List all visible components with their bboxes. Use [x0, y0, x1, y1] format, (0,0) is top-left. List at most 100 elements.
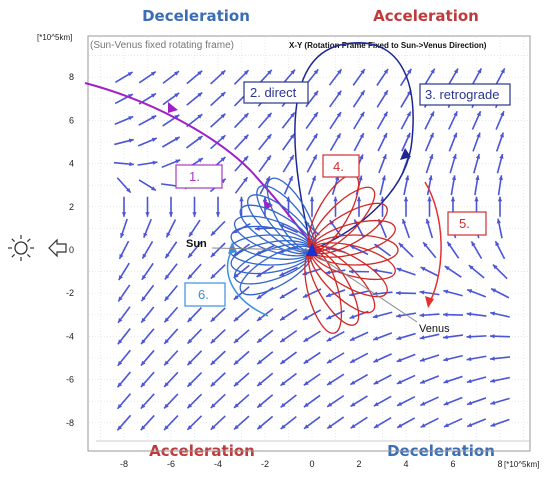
field-arrowhead	[220, 113, 226, 119]
field-arrowhead	[420, 401, 426, 406]
field-arrowhead	[453, 68, 458, 74]
label-box-5-text: 5.	[459, 216, 470, 231]
y-tick-label: -2	[66, 288, 74, 298]
venus-label: Venus	[419, 323, 450, 335]
field-arrowhead	[382, 133, 387, 139]
field-arrowhead	[256, 272, 262, 277]
field-arrowhead	[118, 275, 123, 281]
field-arrowhead	[126, 187, 131, 193]
field-arrowhead	[164, 382, 169, 387]
field-arrowhead	[174, 136, 180, 142]
venus-pointer-line	[311, 251, 418, 323]
field-arrowhead	[383, 68, 389, 74]
field-arrowhead	[188, 252, 193, 258]
field-arrowhead	[117, 339, 123, 345]
field-arrowhead	[312, 154, 317, 160]
field-arrowhead	[403, 196, 409, 202]
field-arrowhead	[141, 339, 146, 345]
field-arrowhead	[210, 252, 216, 257]
x-axis-unit: [*10^5km]	[504, 460, 539, 469]
y-tick-label: -8	[66, 418, 74, 428]
field-arrowhead	[373, 402, 379, 407]
field-arrowhead	[192, 212, 197, 217]
left-arrow-icon	[48, 238, 67, 258]
field-arrowhead	[360, 69, 365, 74]
y-tick-label: 6	[69, 115, 74, 125]
field-arrowhead	[257, 359, 263, 365]
field-arrowhead	[500, 111, 505, 117]
field-arrowhead	[118, 296, 123, 302]
y-axis-unit: [*10^5km]	[37, 33, 72, 42]
label-box-3: 3. retrograde	[419, 83, 511, 106]
header-acceleration-top: Acceleration	[373, 7, 479, 25]
field-arrowhead	[280, 316, 286, 321]
field-arrowhead	[397, 401, 403, 406]
field-arrowhead	[313, 112, 318, 118]
field-arrowhead	[443, 423, 449, 428]
curve-arrow-6	[226, 249, 269, 317]
field-arrowhead	[211, 230, 216, 236]
field-arrowhead	[164, 296, 170, 301]
field-arrowhead	[406, 111, 411, 117]
field-arrowhead	[280, 381, 286, 386]
label-box-4-text: 4.	[333, 159, 344, 174]
field-arrowhead	[350, 380, 356, 385]
x-tick-label: 8	[497, 459, 502, 469]
field-arrowhead	[313, 90, 319, 96]
field-arrowhead	[234, 424, 239, 430]
field-arrowhead	[383, 90, 388, 96]
field-arrowhead	[128, 138, 134, 143]
field-arrowhead	[120, 232, 125, 238]
field-arrowhead	[151, 186, 156, 191]
field-arrowhead	[349, 336, 355, 341]
field-arrowhead	[396, 335, 402, 341]
field-arrowhead	[289, 155, 294, 161]
field-arrowhead	[337, 69, 342, 75]
field-arrowhead	[188, 231, 194, 237]
field-arrowhead	[243, 70, 249, 75]
sun-pointer-line	[211, 247, 311, 251]
label-box-4: 4.	[322, 154, 360, 178]
field-arrowhead	[350, 245, 356, 250]
field-arrowhead	[233, 338, 239, 343]
field-arrowhead	[477, 68, 482, 74]
field-arrowhead	[336, 133, 341, 139]
field-arrowhead	[490, 400, 496, 405]
x-tick-label: -8	[120, 459, 128, 469]
field-arrowhead	[450, 196, 456, 202]
field-arrowhead	[127, 72, 133, 77]
field-arrowhead	[360, 90, 365, 96]
field-arrowhead	[327, 380, 333, 385]
y-tick-label: 2	[69, 202, 74, 212]
field-arrowhead	[303, 315, 309, 320]
field-arrowhead	[220, 135, 226, 140]
field-arrowhead	[280, 359, 286, 364]
field-arrowhead	[129, 161, 134, 167]
field-arrowhead	[288, 176, 293, 182]
field-arrowhead	[233, 359, 239, 365]
field-arrowhead	[358, 175, 363, 181]
field-arrowhead	[290, 112, 295, 118]
curve-arrow-5	[424, 181, 442, 303]
field-arrowhead	[373, 380, 379, 385]
y-tick-label: -6	[66, 375, 74, 385]
field-arrowhead	[210, 403, 216, 409]
field-arrowhead	[356, 196, 362, 202]
x-tick-label: 2	[356, 459, 361, 469]
field-arrowhead	[289, 133, 295, 139]
field-arrowhead	[499, 132, 504, 138]
field-arrowhead	[490, 356, 495, 361]
field-arrowhead	[325, 270, 331, 275]
field-arrowhead	[234, 381, 239, 387]
field-arrowhead	[466, 356, 472, 362]
large-loop	[294, 42, 414, 251]
frame-note: (Sun-Venus fixed rotating frame)	[90, 40, 234, 51]
field-arrowhead	[490, 378, 496, 383]
x-tick-label: -2	[261, 459, 269, 469]
field-arrowhead	[145, 212, 150, 217]
field-arrowhead	[118, 317, 123, 323]
field-arrowhead	[350, 358, 356, 363]
field-arrowhead	[303, 359, 309, 364]
field-arrowhead	[141, 317, 146, 323]
